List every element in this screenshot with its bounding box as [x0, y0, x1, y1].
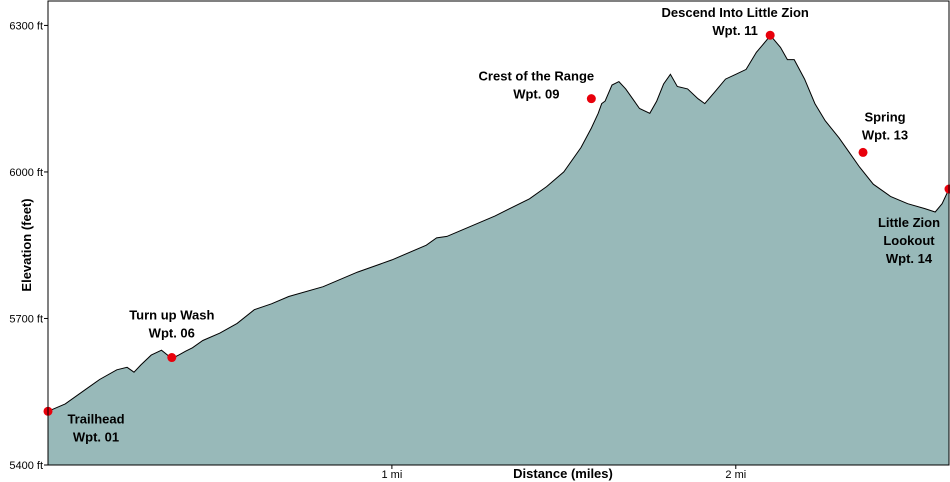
elevation-line [47, 34, 950, 412]
waypoint-name: Crest of the Range [479, 69, 595, 84]
waypoint-number: Wpt. 09 [513, 87, 559, 102]
waypoint-label: Descend Into Little Zion Wpt. 11 [662, 5, 809, 38]
waypoint-number: Wpt. 06 [149, 326, 195, 341]
waypoint-labels: Trailhead Wpt. 01 Turn up Wash Wpt. 06 Crest… [67, 5, 940, 444]
y-tick-label: 6300 ft [9, 20, 43, 32]
waypoint-name: Spring [864, 109, 905, 124]
waypoint-number: Wpt. 14 [886, 251, 933, 266]
plot-frame [47, 0, 950, 466]
waypoint-label: Crest of the Range Wpt. 09 [479, 69, 595, 102]
waypoint-label: Spring Wpt. 13 [862, 109, 908, 142]
waypoint-label: Little Zion Lookout Wpt. 14 [878, 215, 940, 266]
waypoint-name: Turn up Wash [129, 308, 214, 323]
y-tick-label: 6000 ft [9, 167, 43, 179]
waypoint-marker [167, 353, 177, 363]
waypoint-name: Little Zion [878, 215, 940, 230]
x-axis: 1 mi 2 mi [382, 465, 746, 481]
waypoint-label: Turn up Wash Wpt. 06 [129, 308, 214, 341]
waypoint-marker [586, 94, 596, 104]
waypoint-marker [858, 147, 868, 157]
waypoint-label: Trailhead Wpt. 01 [67, 411, 124, 444]
waypoint-number: Wpt. 13 [862, 127, 908, 142]
waypoint-name: Lookout [883, 233, 935, 248]
waypoint-name: Descend Into Little Zion [662, 5, 809, 20]
y-tick-label: 5400 ft [9, 460, 43, 472]
y-tick-label: 5700 ft [9, 313, 43, 325]
x-tick-label: 2 mi [725, 469, 746, 481]
y-axis-title: Elevation (feet) [19, 198, 34, 291]
waypoint-number: Wpt. 01 [73, 429, 119, 444]
waypoint-number: Wpt. 11 [712, 23, 758, 38]
x-tick-label: 1 mi [382, 469, 403, 481]
waypoint-name: Trailhead [67, 411, 124, 426]
elevation-area [48, 35, 949, 465]
y-axis: 5400 ft 5700 ft 6000 ft 6300 ft [9, 20, 48, 472]
x-axis-title: Distance (miles) [513, 466, 613, 481]
waypoint-marker [765, 30, 775, 40]
